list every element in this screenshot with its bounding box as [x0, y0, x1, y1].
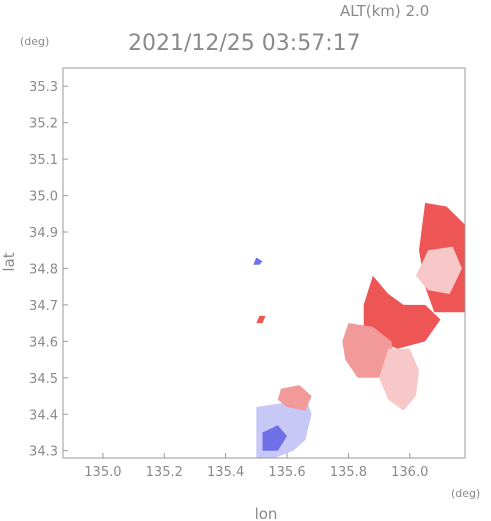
western-positive-patch	[342, 323, 395, 378]
southwest-positive-streak	[277, 385, 312, 411]
y-tick-label: 35.2	[29, 117, 58, 132]
echo-regions	[253, 202, 465, 458]
x-tick-label: 135.6	[268, 465, 305, 480]
chart-title: 2021/12/25 03:57:17	[128, 31, 361, 56]
small-positive-echo	[256, 315, 266, 324]
northeast-light-core	[415, 246, 462, 294]
y-tick-label: 35.1	[29, 153, 58, 168]
x-tick-label: 135.4	[207, 465, 244, 480]
y-tick-label: 34.4	[29, 408, 58, 423]
y-axis-label: lat	[0, 252, 18, 271]
small-negative-echo	[253, 257, 263, 265]
y-tick-label: 35.3	[29, 80, 58, 95]
x-tick-label: 135.0	[84, 465, 121, 480]
y-tick-label: 34.9	[29, 226, 58, 241]
southern-positive-patch	[379, 348, 419, 411]
x-tick-label: 135.8	[330, 465, 367, 480]
y-unit-label: (deg)	[20, 35, 49, 48]
y-tick-label: 34.8	[29, 262, 58, 277]
altitude-label: ALT(km) 2.0	[340, 2, 429, 20]
y-tick-label: 34.6	[29, 335, 58, 350]
y-tick-label: 34.3	[29, 445, 58, 460]
y-tick-label: 34.5	[29, 372, 58, 387]
x-tick-label: 135.2	[146, 465, 183, 480]
plot-frame	[62, 67, 466, 459]
central-positive-band	[363, 275, 441, 349]
southwest-negative-core	[262, 425, 287, 451]
y-tick-label: 34.7	[29, 299, 58, 314]
axis-ticks: 135.0 135.2 135.4 135.6 135.8 136.0 34.3 34.4 34…	[29, 80, 428, 480]
x-unit-label: (deg)	[451, 487, 480, 500]
x-axis-label: lon	[255, 505, 278, 521]
y-tick-label: 35.0	[29, 190, 58, 205]
x-tick-label: 136.0	[391, 465, 428, 480]
